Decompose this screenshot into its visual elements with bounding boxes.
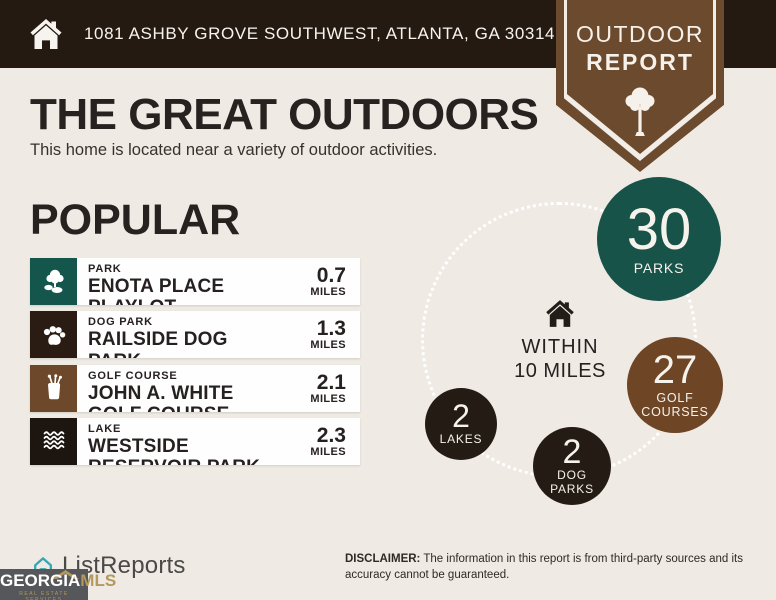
bubble-label: LAKES	[439, 431, 483, 446]
outdoor-report-badge: OUTDOOR REPORT	[556, 0, 724, 172]
waves-icon	[30, 417, 77, 465]
park-tree-icon	[30, 258, 77, 305]
popular-heading: POPULAR	[30, 196, 241, 244]
item-distance-unit: MILES	[310, 445, 346, 458]
bubble-label: PARKS	[633, 260, 685, 276]
item-category: PARK	[88, 263, 122, 275]
disclaimer-text: The information in this report is from t…	[345, 553, 743, 582]
item-name: ENOTA PLACE PLAYLOT	[88, 276, 225, 305]
mls-roof-icon	[52, 570, 79, 579]
badge-title-line2: REPORT	[586, 49, 694, 75]
list-item-dog-park: DOG PARK RAILSIDE DOG PARK 1.3 MILES	[30, 311, 360, 359]
list-item-golf-course: GOLF COURSE JOHN A. WHITE GOLF COURSE 2.…	[30, 364, 360, 412]
badge-title-line1: OUTDOOR	[575, 21, 705, 47]
radius-label-line2: 10 MILES	[514, 360, 606, 382]
bubble-label: DOG PARKS	[550, 467, 594, 496]
item-distance-unit: MILES	[310, 339, 346, 352]
georgia-mls-logo: GEORGIAMLS REAL ESTATE SERVICES	[0, 569, 117, 600]
tree-icon	[625, 87, 655, 136]
item-category: LAKE	[88, 422, 122, 435]
item-name: JOHN A. WHITE GOLF COURSE	[88, 382, 234, 412]
item-name: RAILSIDE DOG PARK	[88, 329, 228, 358]
bubble-dog-parks: 2 DOG PARKS	[533, 427, 611, 505]
home-icon	[30, 19, 62, 49]
disclaimer-label: DISCLAIMER:	[345, 553, 421, 565]
mls-tagline: REAL ESTATE SERVICES	[19, 590, 69, 600]
list-item-park: PARK ENOTA PLACE PLAYLOT 0.7 MILES	[30, 258, 360, 305]
item-distance: 1.3	[316, 317, 346, 341]
radius-center-label: WITHIN 10 MILES	[498, 299, 622, 383]
radius-label-line1: WITHIN	[521, 336, 599, 358]
home-icon	[546, 300, 574, 327]
bubble-lakes: 2 LAKES	[425, 388, 497, 460]
item-distance-unit: MILES	[310, 392, 346, 405]
bubble-value: 27	[652, 347, 698, 392]
item-category: GOLF COURSE	[88, 369, 178, 382]
bubble-value: 2	[562, 432, 582, 471]
popular-list: PARK ENOTA PLACE PLAYLOT 0.7 MILES DOG P…	[30, 258, 360, 471]
list-item-lake: LAKE WESTSIDE RESERVOIR PARK 2.3 MILES	[30, 417, 360, 465]
page-title: THE GREAT OUTDOORS	[30, 90, 539, 139]
paw-icon	[30, 311, 77, 359]
mls-wordmark: GEORGIAMLS	[0, 571, 117, 590]
item-distance: 2.3	[316, 423, 346, 447]
property-address: 1081 ASHBY GROVE SOUTHWEST, ATLANTA, GA …	[84, 24, 556, 43]
item-distance: 0.7	[316, 264, 346, 287]
bubble-golf-courses: 27 GOLF COURSES	[627, 337, 723, 433]
bubble-value: 30	[626, 196, 692, 262]
page-subtitle: This home is located near a variety of o…	[30, 141, 438, 159]
item-distance-unit: MILES	[310, 286, 346, 298]
bubble-label: GOLF COURSES	[641, 390, 709, 419]
bubble-parks: 30 PARKS	[597, 177, 721, 301]
item-category: DOG PARK	[88, 316, 153, 329]
bubble-value: 2	[452, 398, 470, 435]
item-name: WESTSIDE RESERVOIR PARK	[88, 435, 260, 465]
golf-bag-icon	[30, 364, 77, 412]
disclaimer: DISCLAIMER: The information in this repo…	[345, 551, 761, 584]
item-distance: 2.1	[316, 370, 346, 394]
